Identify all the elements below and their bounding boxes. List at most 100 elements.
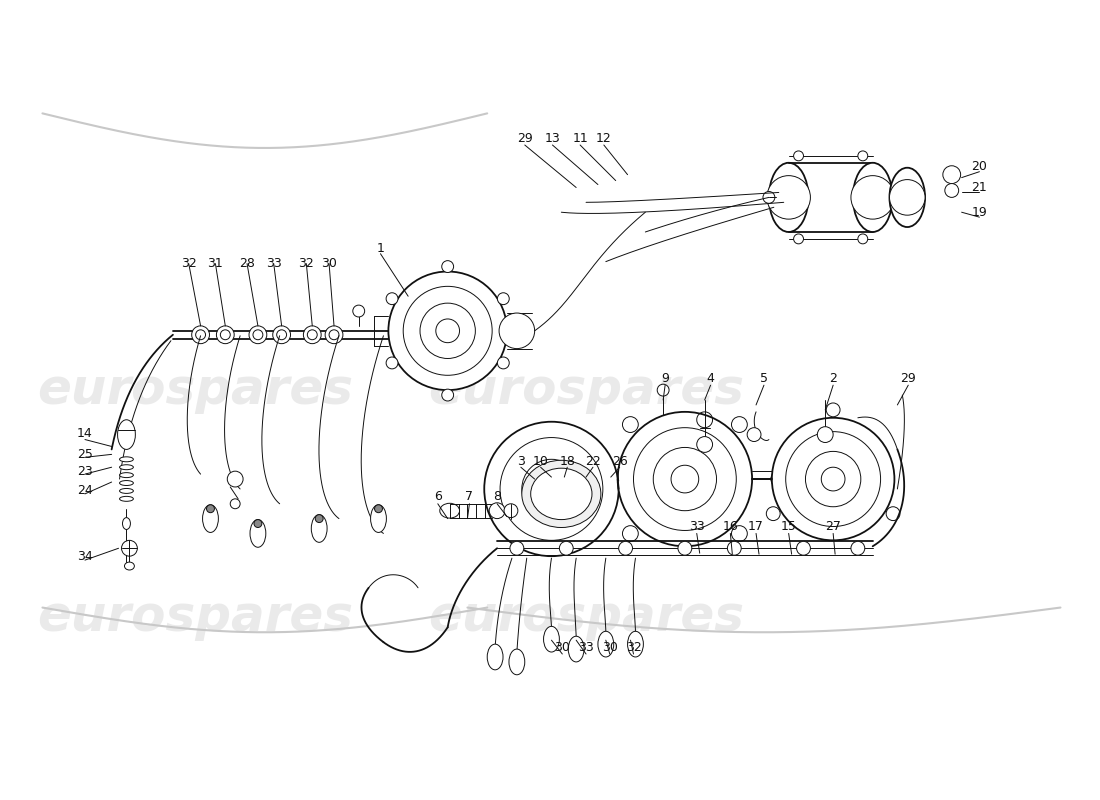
Circle shape bbox=[732, 417, 747, 433]
Circle shape bbox=[254, 519, 262, 527]
Circle shape bbox=[329, 330, 339, 340]
Text: 11: 11 bbox=[572, 131, 588, 145]
Circle shape bbox=[497, 357, 509, 369]
Circle shape bbox=[858, 151, 868, 161]
Circle shape bbox=[826, 403, 840, 417]
Circle shape bbox=[540, 477, 563, 501]
Ellipse shape bbox=[440, 503, 460, 518]
Circle shape bbox=[521, 459, 581, 518]
Ellipse shape bbox=[569, 636, 584, 662]
Circle shape bbox=[560, 542, 573, 555]
Text: 23: 23 bbox=[77, 465, 92, 478]
Circle shape bbox=[890, 179, 925, 215]
Text: 27: 27 bbox=[825, 520, 842, 533]
Text: 5: 5 bbox=[760, 372, 768, 385]
Circle shape bbox=[771, 471, 786, 487]
Circle shape bbox=[304, 326, 321, 344]
Ellipse shape bbox=[120, 496, 133, 502]
Ellipse shape bbox=[769, 162, 808, 232]
Circle shape bbox=[207, 505, 215, 513]
Circle shape bbox=[763, 191, 774, 203]
Text: 33: 33 bbox=[689, 520, 705, 533]
Circle shape bbox=[490, 502, 505, 518]
Text: 32: 32 bbox=[180, 257, 197, 270]
Circle shape bbox=[277, 330, 287, 340]
Text: 28: 28 bbox=[239, 257, 255, 270]
Circle shape bbox=[793, 151, 803, 161]
Circle shape bbox=[887, 506, 900, 521]
Circle shape bbox=[316, 514, 323, 522]
Ellipse shape bbox=[530, 468, 592, 519]
Circle shape bbox=[785, 432, 881, 526]
Text: eurospares: eurospares bbox=[37, 366, 353, 414]
Text: 32: 32 bbox=[298, 257, 315, 270]
Circle shape bbox=[326, 326, 343, 344]
Text: 7: 7 bbox=[465, 490, 473, 503]
Circle shape bbox=[217, 326, 234, 344]
Text: 30: 30 bbox=[554, 641, 570, 654]
Text: 10: 10 bbox=[532, 454, 549, 468]
Circle shape bbox=[230, 499, 240, 509]
Text: eurospares: eurospares bbox=[428, 594, 744, 642]
Text: 24: 24 bbox=[77, 485, 92, 498]
Circle shape bbox=[484, 422, 618, 556]
Circle shape bbox=[657, 384, 669, 396]
Circle shape bbox=[404, 286, 492, 375]
Ellipse shape bbox=[509, 649, 525, 674]
Text: 13: 13 bbox=[544, 131, 560, 145]
Ellipse shape bbox=[628, 631, 643, 657]
Circle shape bbox=[653, 447, 716, 510]
Circle shape bbox=[386, 357, 398, 369]
Text: 9: 9 bbox=[661, 372, 669, 385]
Ellipse shape bbox=[124, 562, 134, 570]
Text: 8: 8 bbox=[493, 490, 502, 503]
Text: 17: 17 bbox=[748, 520, 764, 533]
Circle shape bbox=[793, 234, 803, 244]
Ellipse shape bbox=[202, 505, 219, 533]
Text: 1: 1 bbox=[376, 242, 384, 255]
Ellipse shape bbox=[487, 644, 503, 670]
Text: 19: 19 bbox=[971, 206, 988, 218]
Text: 6: 6 bbox=[433, 490, 442, 503]
Ellipse shape bbox=[120, 481, 133, 486]
Circle shape bbox=[436, 319, 460, 342]
Ellipse shape bbox=[598, 631, 614, 657]
Text: 34: 34 bbox=[77, 550, 92, 562]
Circle shape bbox=[273, 326, 290, 344]
Circle shape bbox=[618, 542, 632, 555]
Text: 15: 15 bbox=[781, 520, 796, 533]
Text: 31: 31 bbox=[208, 257, 223, 270]
Text: 14: 14 bbox=[77, 427, 92, 440]
Circle shape bbox=[858, 234, 868, 244]
Text: 29: 29 bbox=[517, 131, 532, 145]
Circle shape bbox=[191, 326, 209, 344]
Ellipse shape bbox=[852, 162, 892, 232]
Ellipse shape bbox=[120, 473, 133, 478]
Text: 33: 33 bbox=[266, 257, 282, 270]
Circle shape bbox=[388, 271, 507, 390]
Circle shape bbox=[851, 542, 865, 555]
Text: 18: 18 bbox=[559, 454, 575, 468]
Ellipse shape bbox=[250, 519, 266, 547]
Circle shape bbox=[253, 330, 263, 340]
Text: 26: 26 bbox=[612, 454, 627, 468]
Circle shape bbox=[772, 418, 894, 540]
Circle shape bbox=[500, 438, 603, 540]
Circle shape bbox=[504, 504, 518, 518]
Circle shape bbox=[851, 176, 894, 219]
Ellipse shape bbox=[120, 489, 133, 494]
Circle shape bbox=[420, 303, 475, 358]
Text: eurospares: eurospares bbox=[428, 366, 744, 414]
Circle shape bbox=[307, 330, 317, 340]
Ellipse shape bbox=[543, 626, 560, 652]
Ellipse shape bbox=[118, 420, 135, 450]
Text: 21: 21 bbox=[971, 181, 988, 194]
Circle shape bbox=[678, 542, 692, 555]
Circle shape bbox=[747, 428, 761, 442]
Ellipse shape bbox=[890, 168, 925, 227]
Circle shape bbox=[696, 437, 713, 452]
Text: 30: 30 bbox=[602, 641, 618, 654]
Circle shape bbox=[220, 330, 230, 340]
Ellipse shape bbox=[122, 518, 131, 530]
Circle shape bbox=[634, 428, 736, 530]
